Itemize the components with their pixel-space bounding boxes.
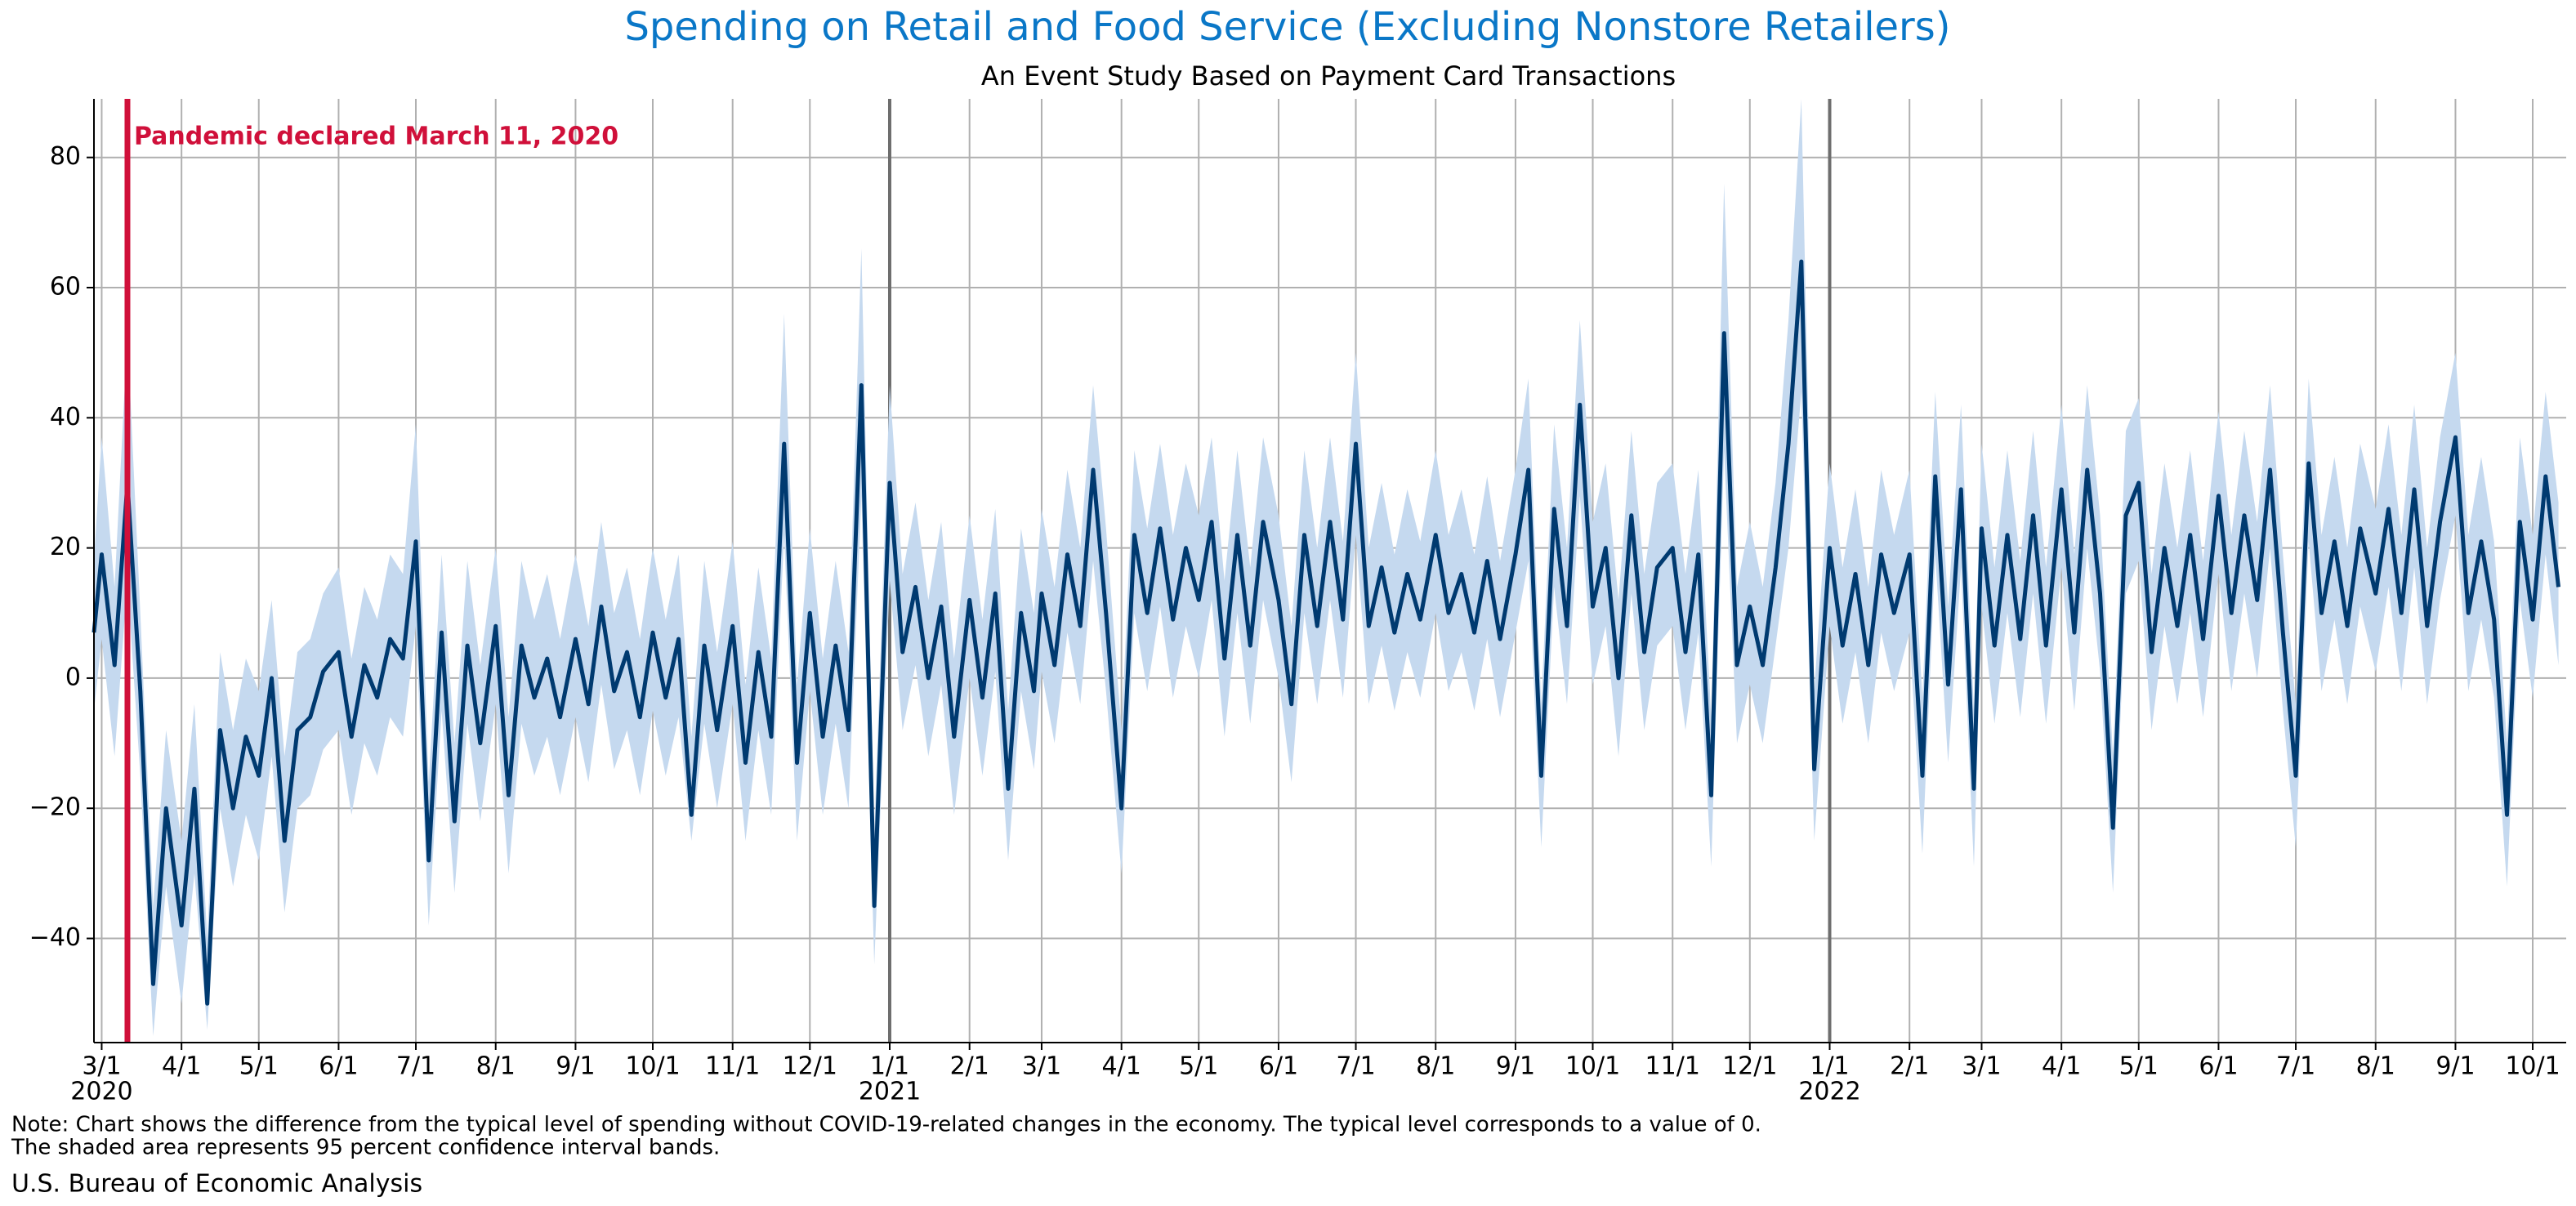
y-tick-label: 40 (50, 403, 81, 431)
x-year-label: 2021 (859, 1078, 921, 1106)
x-tick-label: 9/1 (1496, 1052, 1535, 1081)
x-tick-label: 3/1 (1962, 1052, 2001, 1081)
y-tick-label: 0 (65, 663, 81, 691)
x-tick-label: 6/1 (319, 1052, 358, 1081)
x-tick-label: 3/1 (1022, 1052, 1061, 1081)
x-tick-label: 6/1 (1259, 1052, 1298, 1081)
x-tick-label: 5/1 (239, 1052, 279, 1081)
y-tick-label: −20 (29, 793, 81, 822)
data-line (92, 259, 2561, 1006)
x-tick-label: 2/1 (950, 1052, 989, 1081)
x-tick-label: 5/1 (1179, 1052, 1218, 1081)
x-tick-label: 7/1 (2276, 1052, 2315, 1081)
x-tick-label: 4/1 (1102, 1052, 1141, 1081)
x-tick-label: 10/1 (625, 1052, 680, 1081)
x-year-label: 2020 (70, 1078, 132, 1106)
x-tick-label: 11/1 (705, 1052, 760, 1081)
x-tick-label: 8/1 (1416, 1052, 1455, 1081)
x-year-label: 2022 (1798, 1078, 1860, 1106)
x-tick-label: 4/1 (162, 1052, 201, 1081)
source: U.S. Bureau of Economic Analysis (11, 1170, 422, 1199)
x-tick-label: 10/1 (2505, 1052, 2560, 1081)
x-tick-label: 7/1 (396, 1052, 435, 1081)
note: The shaded area represents 95 percent co… (11, 1136, 720, 1160)
x-tick-label: 12/1 (1722, 1052, 1777, 1081)
x-tick-label: 8/1 (476, 1052, 516, 1081)
x-tick-label: 4/1 (2042, 1052, 2081, 1081)
note: Note: Chart shows the difference from th… (11, 1113, 1761, 1137)
x-tick-label: 6/1 (2199, 1052, 2238, 1081)
y-tick-label: 80 (50, 142, 81, 171)
x-tick-label: 5/1 (2119, 1052, 2159, 1081)
x-tick-label: 3/1 (82, 1052, 121, 1081)
x-tick-label: 7/1 (1336, 1052, 1375, 1081)
x-tick-label: 11/1 (1645, 1052, 1700, 1081)
x-tick-label: 10/1 (1565, 1052, 1620, 1081)
chart-subtitle: An Event Study Based on Payment Card Tra… (981, 60, 1676, 92)
event-label: Pandemic declared March 11, 2020 (134, 123, 618, 151)
x-tick-label: 12/1 (783, 1052, 837, 1081)
y-tick-label: −40 (29, 923, 81, 952)
y-tick-label: 60 (50, 273, 81, 302)
x-tick-label: 1/1 (1810, 1052, 1849, 1081)
x-tick-label: 2/1 (1890, 1052, 1929, 1081)
x-tick-label: 1/1 (870, 1052, 909, 1081)
x-tick-label: 9/1 (556, 1052, 595, 1081)
chart-title: Spending on Retail and Food Service (Exc… (624, 4, 1950, 50)
y-tick-label: 20 (50, 533, 81, 561)
x-tick-label: 8/1 (2356, 1052, 2395, 1081)
x-tick-label: 9/1 (2435, 1052, 2475, 1081)
